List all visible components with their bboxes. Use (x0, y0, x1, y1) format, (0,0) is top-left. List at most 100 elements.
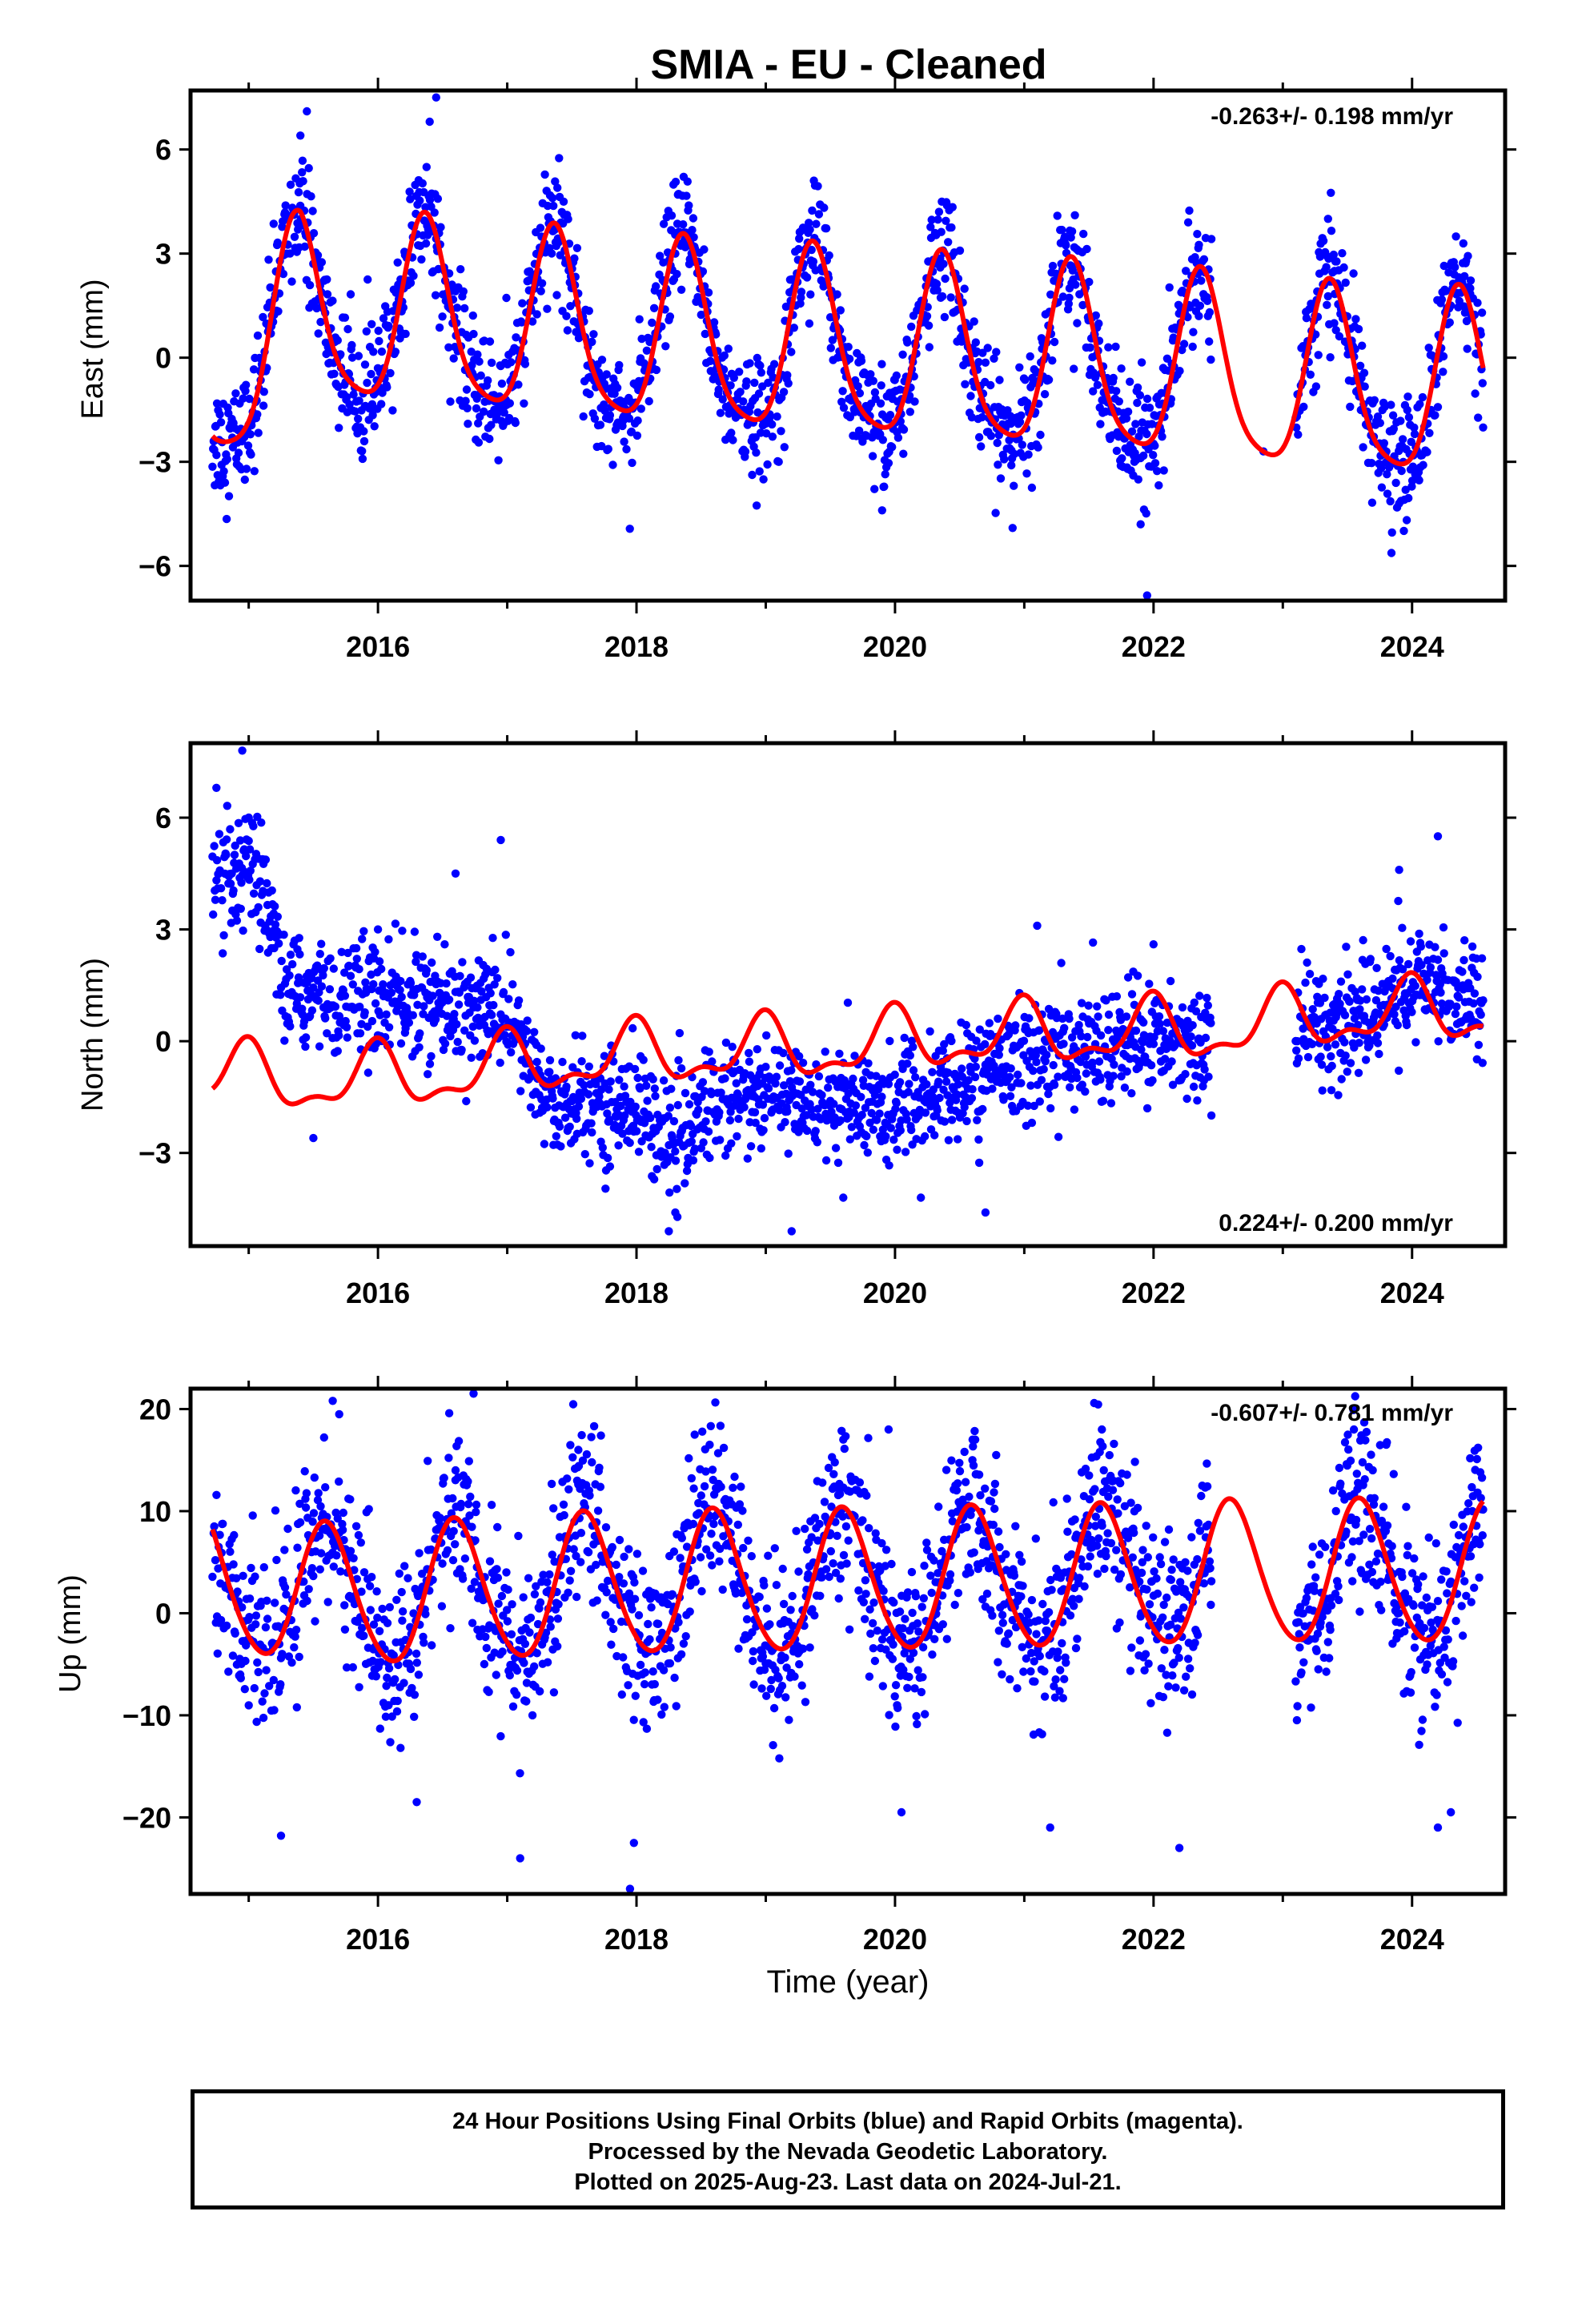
north-observation-point (901, 1148, 910, 1156)
east-observation-point (1377, 464, 1386, 472)
east-observation-point (363, 275, 372, 284)
up-observation-point (520, 1639, 530, 1648)
up-observation-point (790, 1672, 799, 1681)
north-observation-point (671, 1156, 681, 1165)
up-observation-point (468, 1522, 476, 1531)
east-observation-point (1199, 255, 1209, 263)
up-observation-point (530, 1662, 539, 1671)
north-observation-point (229, 886, 238, 895)
up-observation-point (679, 1639, 689, 1648)
up-observation-point (647, 1603, 656, 1612)
north-observation-point (1166, 976, 1175, 986)
up-observation-point (451, 1540, 460, 1549)
east-observation-point (659, 258, 668, 267)
east-observation-point (347, 340, 356, 350)
east-observation-point (1306, 370, 1315, 379)
east-observation-point (1139, 451, 1148, 460)
up-observation-point (619, 1653, 628, 1662)
east-observation-point (1395, 499, 1403, 508)
north-observation-point (440, 1039, 450, 1048)
up-observation-point (410, 1691, 420, 1699)
east-observation-point (224, 492, 234, 501)
north-marks (208, 746, 1488, 1236)
north-observation-point (1112, 992, 1122, 1001)
east-observation-point (1050, 337, 1059, 347)
north-observation-point (721, 1074, 729, 1083)
north-observation-point (973, 1116, 982, 1125)
east-observation-point (273, 238, 282, 247)
east-observation-point (219, 467, 228, 476)
north-observation-point (757, 1144, 765, 1153)
up-observation-point (706, 1421, 715, 1431)
north-observation-point (231, 841, 239, 850)
east-observation-point (736, 388, 745, 396)
east-y-tick-label: −6 (139, 550, 171, 583)
north-observation-point (831, 1144, 841, 1152)
east-observation-point (996, 474, 1006, 483)
east-observation-point (212, 399, 222, 408)
east-observation-point (1460, 271, 1469, 281)
east-observation-point (349, 390, 358, 399)
up-observation-point (458, 1574, 468, 1583)
north-observation-point (1027, 1118, 1037, 1128)
up-observation-point (630, 1578, 639, 1587)
up-observation-point (412, 1659, 421, 1667)
north-observation-point (707, 1090, 716, 1099)
up-observation-point (833, 1531, 841, 1541)
north-observation-point (254, 903, 263, 912)
up-observation-point (229, 1560, 238, 1569)
east-observation-point (926, 223, 935, 231)
north-observation-point (716, 1136, 725, 1144)
east-observation-point (1142, 509, 1150, 518)
north-observation-point (681, 1179, 689, 1188)
east-observation-point (784, 379, 793, 388)
east-observation-point (1314, 351, 1323, 360)
north-observation-point (466, 973, 476, 982)
east-observation-point (1398, 435, 1407, 444)
north-observation-point (474, 1013, 483, 1023)
up-observation-point (687, 1474, 696, 1483)
east-observation-point (494, 456, 503, 464)
north-observation-point (592, 1080, 600, 1089)
north-observation-point (358, 935, 367, 943)
east-observation-point (585, 390, 594, 399)
north-observation-point (239, 926, 247, 935)
east-observation-point (1327, 188, 1335, 197)
east-observation-point (992, 348, 1001, 356)
up-observation-point (323, 1598, 332, 1606)
east-observation-point (1410, 423, 1419, 432)
up-observation-point (697, 1491, 705, 1500)
east-observation-point (360, 360, 370, 369)
up-observation-point (593, 1506, 603, 1515)
north-observation-point (231, 910, 240, 919)
up-observation-point (794, 1567, 803, 1576)
up-observation-point (340, 1601, 349, 1610)
north-observation-point (1407, 1007, 1416, 1017)
north-observation-point (1204, 1072, 1213, 1081)
east-observation-point (942, 216, 950, 225)
up-observation-point (503, 1617, 512, 1626)
east-observation-point (487, 358, 496, 368)
north-observation-point (588, 1128, 596, 1137)
north-observation-point (890, 1070, 899, 1080)
north-observation-point (235, 836, 245, 845)
east-observation-point (316, 317, 325, 327)
east-observation-point (422, 163, 431, 171)
north-observation-point (1476, 1010, 1485, 1019)
east-observation-point (484, 376, 492, 385)
up-observation-point (841, 1522, 851, 1531)
east-observation-point (1015, 363, 1024, 372)
up-observation-point (272, 1555, 281, 1565)
up-observation-point (666, 1643, 675, 1652)
up-observation-point (744, 1536, 753, 1546)
up-observation-point (482, 1643, 491, 1653)
north-observation-point (1139, 1018, 1148, 1027)
east-observation-point (1195, 240, 1203, 249)
north-observation-point (1146, 1061, 1156, 1070)
east-observation-point (903, 338, 912, 347)
east-observation-point (620, 437, 628, 446)
north-observation-point (1426, 963, 1435, 972)
north-observation-point (1474, 1040, 1484, 1050)
north-observation-point (808, 1088, 817, 1096)
